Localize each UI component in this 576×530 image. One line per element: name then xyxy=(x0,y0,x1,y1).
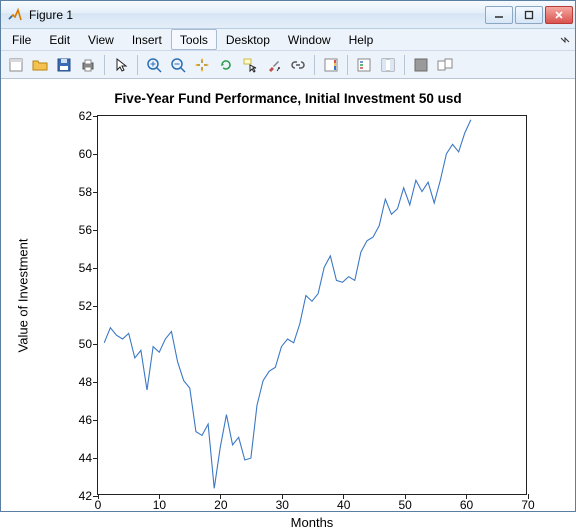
y-tick-label: 48 xyxy=(79,375,92,389)
menu-window[interactable]: Window xyxy=(279,29,340,50)
link-icon[interactable] xyxy=(287,54,309,76)
y-tick-label: 46 xyxy=(79,413,92,427)
print-icon[interactable] xyxy=(77,54,99,76)
zoom-in-icon[interactable] xyxy=(143,54,165,76)
y-tick xyxy=(93,116,98,117)
menu-view[interactable]: View xyxy=(79,29,123,50)
data-line xyxy=(104,120,471,489)
pan-icon[interactable] xyxy=(191,54,213,76)
y-tick-label: 62 xyxy=(79,109,92,123)
new-figure-icon[interactable] xyxy=(5,54,27,76)
axes[interactable]: 0102030405060704244464850525456586062 xyxy=(97,115,527,495)
y-tick xyxy=(93,268,98,269)
zoom-out-icon[interactable] xyxy=(167,54,189,76)
y-tick-label: 52 xyxy=(79,299,92,313)
hide-tools-icon[interactable] xyxy=(410,54,432,76)
y-tick-label: 58 xyxy=(79,185,92,199)
titlebar[interactable]: Figure 1 xyxy=(1,1,575,29)
rotate-icon[interactable] xyxy=(215,54,237,76)
menu-help[interactable]: Help xyxy=(340,29,383,50)
save-icon[interactable] xyxy=(53,54,75,76)
window-title: Figure 1 xyxy=(29,8,485,22)
data-cursor-icon[interactable] xyxy=(239,54,261,76)
dock-icon[interactable] xyxy=(434,54,456,76)
window-buttons xyxy=(485,6,573,24)
y-tick xyxy=(93,344,98,345)
y-tick-label: 60 xyxy=(79,147,92,161)
menu-file[interactable]: File xyxy=(3,29,40,50)
x-tick-label: 40 xyxy=(337,498,350,512)
y-tick xyxy=(93,420,98,421)
y-axis-label: Value of Investment xyxy=(0,79,80,511)
menu-edit[interactable]: Edit xyxy=(40,29,79,50)
y-tick xyxy=(93,154,98,155)
x-tick-label: 60 xyxy=(460,498,473,512)
toolbar-separator xyxy=(314,55,315,75)
figure-canvas: Five-Year Fund Performance, Initial Inve… xyxy=(1,79,575,511)
close-button[interactable] xyxy=(545,6,573,24)
legend-icon[interactable] xyxy=(353,54,375,76)
matlab-icon xyxy=(7,7,23,23)
y-tick xyxy=(93,382,98,383)
y-tick-label: 44 xyxy=(79,451,92,465)
minimize-button[interactable] xyxy=(485,6,513,24)
colorbar-icon[interactable] xyxy=(320,54,342,76)
y-tick-label: 54 xyxy=(79,261,92,275)
toolbar-separator xyxy=(137,55,138,75)
menu-insert[interactable]: Insert xyxy=(123,29,171,50)
menubar: FileEditViewInsertToolsDesktopWindowHelp xyxy=(1,29,575,51)
menu-desktop[interactable]: Desktop xyxy=(217,29,279,50)
y-tick xyxy=(93,496,98,497)
x-tick-label: 10 xyxy=(153,498,166,512)
chart-title: Five-Year Fund Performance, Initial Inve… xyxy=(1,91,575,106)
x-axis-label: Months xyxy=(97,515,527,530)
y-tick xyxy=(93,230,98,231)
maximize-button[interactable] xyxy=(515,6,543,24)
x-tick-label: 70 xyxy=(521,498,534,512)
y-tick-label: 50 xyxy=(79,337,92,351)
toolbar-separator xyxy=(347,55,348,75)
x-tick-label: 50 xyxy=(398,498,411,512)
menu-tools[interactable]: Tools xyxy=(171,29,217,50)
y-tick-label: 42 xyxy=(79,489,92,503)
toolbar-separator xyxy=(104,55,105,75)
y-tick xyxy=(93,192,98,193)
pointer-icon[interactable] xyxy=(110,54,132,76)
brush-icon[interactable] xyxy=(263,54,285,76)
x-tick-label: 20 xyxy=(214,498,227,512)
figure-window: Figure 1 FileEditViewInsertToolsDesktopW… xyxy=(0,0,576,512)
menubar-overflow-icon[interactable] xyxy=(557,29,573,50)
line-plot xyxy=(98,116,526,494)
y-tick xyxy=(93,458,98,459)
y-tick xyxy=(93,306,98,307)
x-tick-label: 30 xyxy=(276,498,289,512)
y-tick-label: 56 xyxy=(79,223,92,237)
x-tick-label: 0 xyxy=(95,498,102,512)
toolbar-separator xyxy=(404,55,405,75)
plot-tools-icon[interactable] xyxy=(377,54,399,76)
toolbar xyxy=(1,51,575,79)
open-icon[interactable] xyxy=(29,54,51,76)
